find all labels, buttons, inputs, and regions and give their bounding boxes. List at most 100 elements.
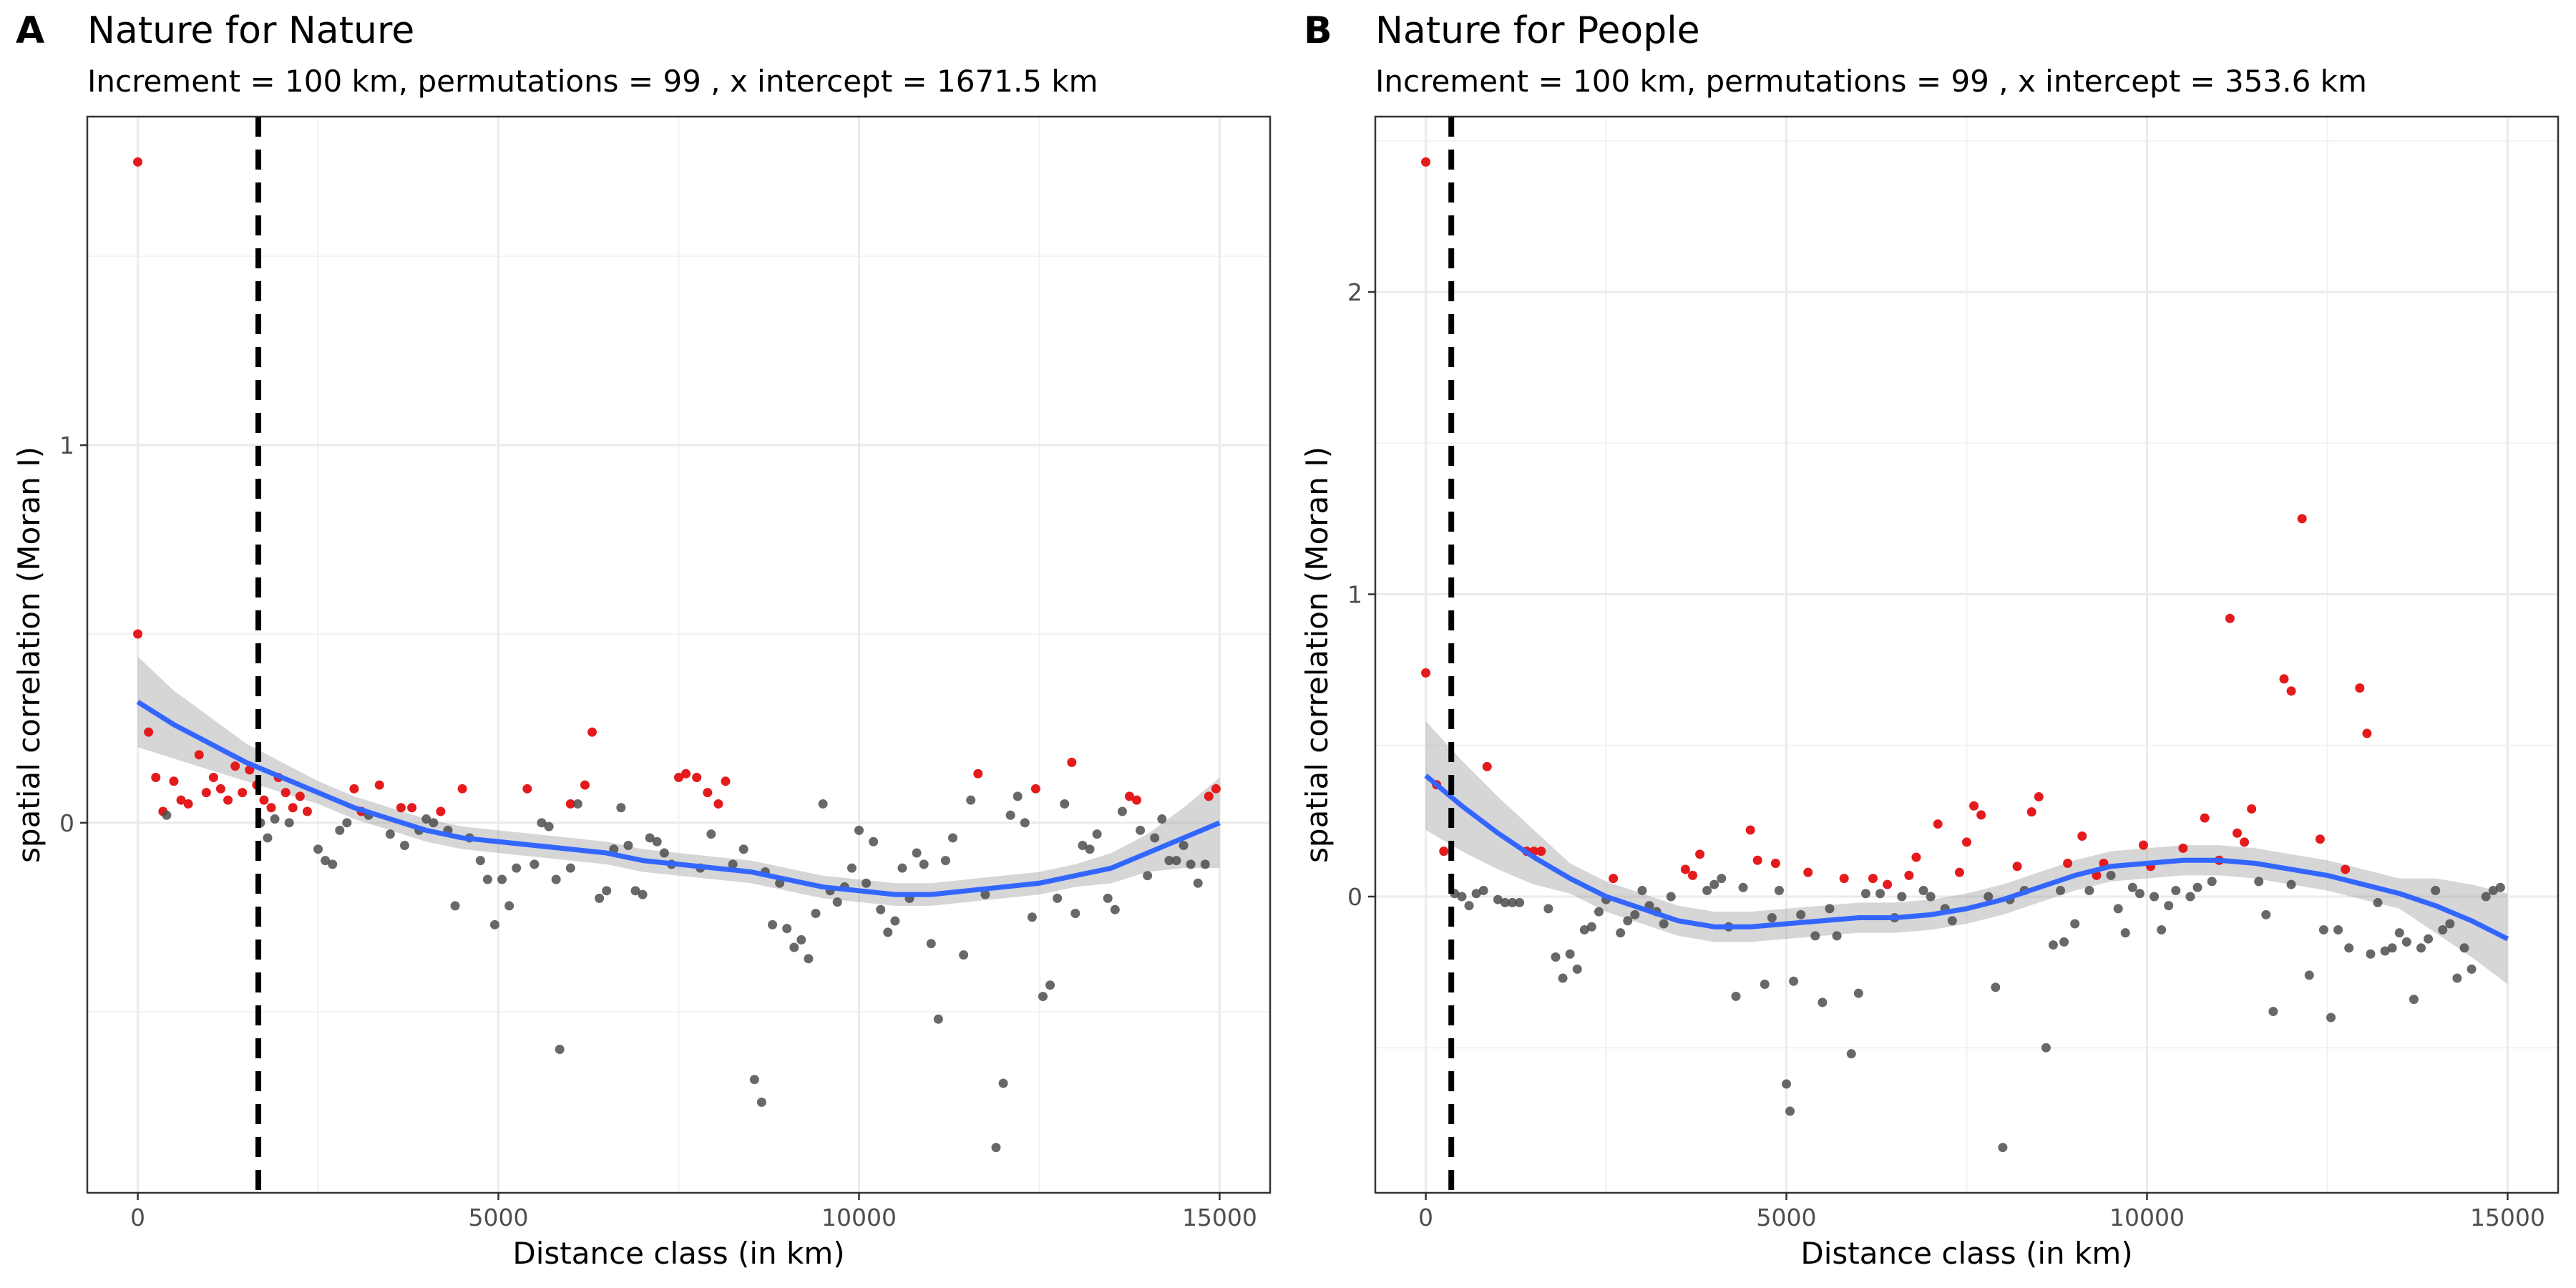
nonsignificant-point [2467, 964, 2477, 974]
nonsignificant-point [2070, 919, 2080, 929]
significant-point [245, 765, 255, 775]
nonsignificant-point [623, 840, 633, 850]
nonsignificant-point [512, 863, 522, 873]
nonsignificant-point [1853, 988, 1863, 998]
nonsignificant-point [1738, 882, 1748, 892]
significant-point [1904, 870, 1914, 880]
significant-point [457, 784, 467, 794]
nonsignificant-point [482, 874, 492, 884]
nonsignificant-point [1471, 889, 1481, 899]
significant-point [1536, 847, 1546, 857]
nonsignificant-point [796, 935, 806, 945]
significant-point [288, 803, 298, 813]
significant-point [374, 780, 384, 790]
nonsignificant-point [645, 833, 655, 843]
nonsignificant-point [1558, 973, 1568, 983]
nonsignificant-point [2164, 901, 2174, 911]
nonsignificant-point [335, 825, 345, 835]
nonsignificant-point [1103, 893, 1113, 903]
panel-letter: B [1304, 9, 1332, 52]
x-tick-label: 5000 [1757, 1204, 1817, 1231]
nonsignificant-point [738, 844, 748, 854]
nonsignificant-point [811, 908, 821, 918]
nonsignificant-point [862, 878, 872, 888]
nonsignificant-point [1659, 919, 1669, 929]
significant-point [259, 795, 269, 805]
nonsignificant-point [1005, 810, 1015, 820]
x-tick-label: 5000 [469, 1204, 529, 1231]
nonsignificant-point [1918, 886, 1928, 896]
significant-point [238, 788, 248, 798]
nonsignificant-point [263, 833, 273, 843]
nonsignificant-point [933, 1014, 943, 1024]
significant-point [133, 629, 143, 639]
nonsignificant-point [2394, 928, 2404, 938]
significant-point [176, 795, 186, 805]
nonsignificant-point [749, 1075, 759, 1085]
significant-point [183, 799, 193, 809]
nonsignificant-point [1623, 916, 1633, 926]
nonsignificant-point [1157, 814, 1167, 824]
nonsignificant-point [1117, 806, 1127, 816]
nonsignificant-point [2445, 919, 2455, 929]
significant-point [580, 780, 590, 790]
significant-point [1954, 867, 1964, 877]
panel-border [1374, 115, 2560, 1194]
nonsignificant-point [2424, 934, 2434, 944]
nonsignificant-point [1143, 871, 1153, 881]
nonsignificant-point [832, 897, 842, 907]
significant-point [1482, 761, 1492, 771]
confidence-band [137, 656, 1220, 906]
nonsignificant-point [1110, 904, 1120, 914]
nonsignificant-point [1767, 913, 1777, 923]
nonsignificant-point [1991, 982, 2001, 992]
significant-point [280, 788, 291, 798]
nonsignificant-point [313, 844, 323, 854]
significant-point [194, 750, 204, 760]
panel-subtitle: Increment = 100 km, permutations = 99 , … [87, 64, 1098, 99]
significant-point [2225, 613, 2235, 623]
confidence-band [1425, 721, 2508, 985]
panel-letter: A [16, 9, 44, 52]
significant-point [2362, 728, 2372, 738]
nonsignificant-point [2380, 946, 2390, 956]
significant-point [1421, 157, 1431, 167]
nonsignificant-point [1070, 908, 1080, 918]
nonsignificant-point [2416, 943, 2426, 953]
nonsignificant-point [912, 848, 922, 858]
significant-point [2297, 514, 2307, 524]
nonsignificant-point [1760, 979, 1770, 989]
significant-point [1609, 874, 1619, 884]
x-axis-title: Distance class (in km) [512, 1236, 844, 1271]
nonsignificant-point [2373, 897, 2383, 907]
nonsignificant-point [2286, 879, 2296, 889]
nonsignificant-point [2326, 1013, 2336, 1023]
nonsignificant-point [2318, 924, 2328, 935]
nonsignificant-point [1164, 856, 1174, 866]
nonsignificant-point [342, 818, 352, 828]
nonsignificant-point [1013, 791, 1023, 801]
nonsignificant-point [782, 924, 792, 934]
nonsignificant-point [818, 799, 828, 809]
nonsignificant-point [2106, 870, 2116, 880]
significant-point [1680, 864, 1690, 874]
nonsignificant-point [504, 901, 514, 911]
nonsignificant-point [1947, 916, 1957, 926]
significant-point [302, 806, 312, 816]
nonsignificant-point [2135, 889, 2145, 899]
nonsignificant-point [940, 856, 950, 866]
nonsignificant-point [2431, 886, 2441, 896]
nonsignificant-point [1045, 980, 1055, 990]
nonsignificant-point [2113, 904, 2123, 914]
nonsignificant-point [756, 1097, 766, 1107]
nonsignificant-point [1027, 912, 1037, 922]
y-tick-label: 0 [1347, 883, 1362, 911]
nonsignificant-point [2171, 886, 2181, 896]
nonsignificant-point [450, 901, 460, 911]
nonsignificant-point [706, 829, 716, 839]
nonsignificant-point [638, 889, 648, 899]
nonsignificant-point [2261, 909, 2271, 919]
significant-point [1132, 795, 1142, 805]
significant-point [349, 784, 359, 794]
significant-point [133, 157, 143, 167]
